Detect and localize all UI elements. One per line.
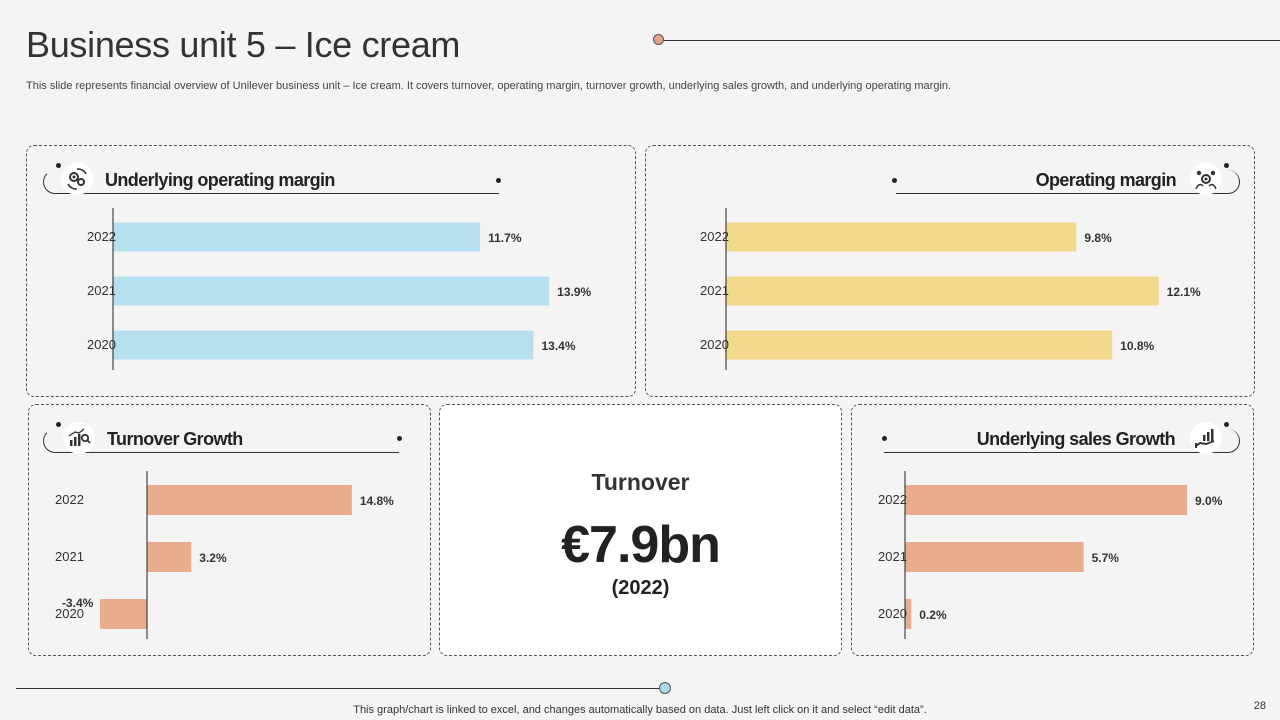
page-title: Business unit 5 – Ice cream xyxy=(26,24,461,65)
turnover-value: €7.9bn xyxy=(561,516,721,574)
growth-chart-magnifier-icon xyxy=(63,422,95,454)
page-number: 28 xyxy=(1253,700,1266,712)
footnote: This graph/chart is linked to excel, and… xyxy=(353,704,927,716)
hand-chart-icon xyxy=(1190,422,1222,454)
panel-header-line xyxy=(43,170,499,194)
panel-header-line xyxy=(43,429,399,453)
bar-2022 xyxy=(905,485,1188,515)
panel-header-dot xyxy=(882,436,887,441)
bar-2020 xyxy=(905,599,912,629)
turnover-growth-chart: 2022 14.8% 2021 3.2% 2020 -3.4% xyxy=(33,471,413,639)
panel-underlying-sales-growth: Underlying sales Growth 2022 9.0% 2021 5.7%… xyxy=(851,404,1254,656)
category-label: 2022 xyxy=(87,229,116,244)
panel-title: Underlying operating margin xyxy=(105,170,335,190)
category-label: 2021 xyxy=(55,549,84,564)
bar-2021 xyxy=(726,276,1159,306)
gears-people-icon xyxy=(1190,163,1222,195)
page-subtitle: This slide represents financial overview… xyxy=(26,80,952,92)
chart-svg: 2022 11.7% 2021 13.9% 2020 13.4% xyxy=(87,208,592,370)
category-label: 2020 xyxy=(55,606,84,621)
category-label: 2021 xyxy=(878,549,907,564)
bar-2022 xyxy=(113,222,481,252)
category-label: 2022 xyxy=(700,229,729,244)
data-label: 12.1% xyxy=(1167,285,1201,299)
panel-operating-margin: Operating margin 2022 9.8% 2021 12.1% 2020 10… xyxy=(645,145,1255,397)
top-divider-dot xyxy=(653,34,664,45)
data-label: 3.2% xyxy=(199,551,227,565)
data-label: 9.8% xyxy=(1084,231,1112,245)
chart-svg: 2022 9.8% 2021 12.1% 2020 10.8% xyxy=(700,208,1201,370)
bottom-divider xyxy=(16,688,664,689)
underlying-sales-growth-chart: 2022 9.0% 2021 5.7% 2020 0.2% xyxy=(856,471,1236,639)
panel-turnover-growth: Turnover Growth 2022 14.8% 2021 3.2% 2020 -3.… xyxy=(28,404,431,656)
panel-header-dot xyxy=(56,422,61,427)
chart-svg: 2022 9.0% 2021 5.7% 2020 0.2% xyxy=(878,471,1223,639)
data-label: 11.7% xyxy=(488,231,522,245)
panel-header-dot xyxy=(1224,163,1229,168)
category-label: 2021 xyxy=(87,283,116,298)
data-label: -3.4% xyxy=(62,596,94,610)
category-label: 2022 xyxy=(55,492,84,507)
panel-header-line xyxy=(884,429,1240,453)
operating-margin-chart: 2022 9.8% 2021 12.1% 2020 10.8% xyxy=(660,208,1220,370)
top-divider xyxy=(664,40,1280,41)
panel-header-dot xyxy=(1224,422,1229,427)
panel-underlying-operating-margin: Underlying operating margin 2022 11.7% 202… xyxy=(26,145,636,397)
underlying-operating-margin-chart: 2022 11.7% 2021 13.9% 2020 13.4% xyxy=(43,208,592,370)
data-label: 0.2% xyxy=(919,608,947,622)
category-label: 2022 xyxy=(878,492,907,507)
panel-title: Operating margin xyxy=(1035,170,1177,190)
bar-2022 xyxy=(147,485,352,515)
data-label: 13.9% xyxy=(557,285,591,299)
bar-2021 xyxy=(113,276,550,306)
bar-2021 xyxy=(147,542,192,572)
data-label: 9.0% xyxy=(1195,494,1223,508)
bar-2020 xyxy=(726,330,1113,360)
data-label: 14.8% xyxy=(360,494,394,508)
bar-2020 xyxy=(113,330,534,360)
panel-header-dot xyxy=(56,163,61,168)
panel-header-line xyxy=(896,170,1240,194)
bar-2022 xyxy=(726,222,1077,252)
bar-2020 xyxy=(99,599,147,629)
category-label: 2020 xyxy=(878,606,907,621)
bar-2021 xyxy=(905,542,1084,572)
category-label: 2020 xyxy=(87,337,116,352)
bottom-divider-dot xyxy=(659,682,671,694)
chart-svg: 2022 14.8% 2021 3.2% 2020-3.4% xyxy=(55,471,394,639)
turnover-card: Turnover €7.9bn (2022) xyxy=(439,404,842,656)
category-label: 2020 xyxy=(700,337,729,352)
turnover-label: Turnover xyxy=(591,469,690,495)
gears-refresh-icon xyxy=(61,163,93,195)
panel-header-dot xyxy=(892,178,897,183)
data-label: 10.8% xyxy=(1120,339,1154,353)
panel-title: Underlying sales Growth xyxy=(976,429,1176,449)
turnover-year: (2022) xyxy=(611,577,670,599)
panel-header-dot xyxy=(496,178,501,183)
panel-title: Turnover Growth xyxy=(107,429,243,449)
panel-header-dot xyxy=(397,436,402,441)
data-label: 5.7% xyxy=(1092,551,1120,565)
category-label: 2021 xyxy=(700,283,729,298)
data-label: 13.4% xyxy=(541,339,575,353)
